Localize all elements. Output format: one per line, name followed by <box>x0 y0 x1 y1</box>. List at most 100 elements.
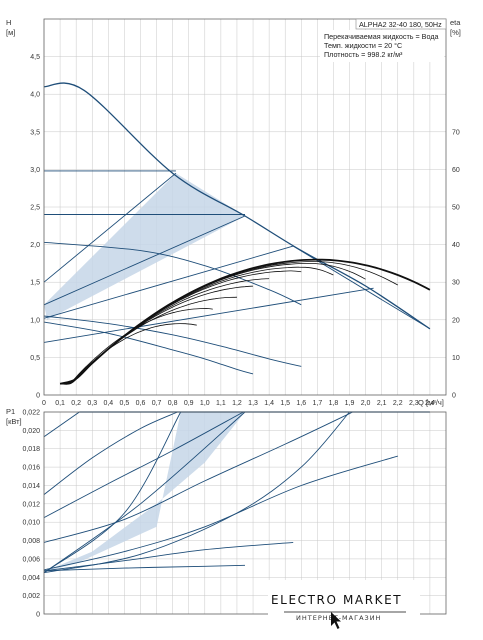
head-curve <box>43 287 374 343</box>
flow-x-tick-label: 2,4 <box>425 400 435 407</box>
power-curve <box>43 541 294 572</box>
flow-x-tick-label: 0,3 <box>87 400 97 407</box>
flow-x-tick-label: 1,2 <box>232 400 242 407</box>
info-box: ALPHA2 32-40 180, 50Hz Перекачиваемая жи… <box>320 18 447 62</box>
flow-x-tick-label: 0,6 <box>136 400 146 407</box>
eta-y-tick-label: 20 <box>452 317 460 324</box>
power-curve <box>43 411 80 438</box>
power-y-tick-label: 0,012 <box>22 501 40 508</box>
eta-y-ticks: 0 10 20 30 40 50 60 70 <box>452 129 460 399</box>
eta-curve <box>60 323 197 385</box>
flow-x-tick-label: 2,3 <box>409 400 419 407</box>
head-grid <box>43 19 446 396</box>
head-shaded-region <box>44 173 245 320</box>
head-y-tick-label: 2,0 <box>30 242 40 249</box>
flow-x-tick-label: 0,2 <box>71 400 81 407</box>
head-y-tick-label: 4,5 <box>30 54 40 61</box>
eta-axis-unit: [%] <box>450 28 461 37</box>
flow-x-tick-label: 2,1 <box>377 400 387 407</box>
flow-x-tick-label: 1,8 <box>329 400 339 407</box>
head-curve <box>43 215 246 306</box>
power-operating-area <box>44 412 245 572</box>
eta-curve <box>60 308 213 385</box>
cursor-icon <box>331 612 341 629</box>
head-y-tick-label: 2,5 <box>30 205 40 212</box>
power-y-tick-label: 0,004 <box>22 575 40 582</box>
head-chart: 0 0,5 1,0 1,5 2,0 2,5 3,0 3,5 4,0 4,5 0 10 20 30 40 50… <box>6 18 461 407</box>
power-shaded-region <box>44 412 245 572</box>
head-y-tick-label: 0,5 <box>30 355 40 362</box>
head-axis-label: H <box>6 18 11 27</box>
power-y-ticks: 0 0,002 0,004 0,006 0,008 0,010 0,012 0,014 0,01… <box>22 410 40 619</box>
power-plot-frame <box>43 411 447 615</box>
head-operating-area <box>44 173 245 320</box>
power-y-tick-label: 0,006 <box>22 556 40 563</box>
flow-x-tick-label: 0,8 <box>168 400 178 407</box>
power-y-tick-label: 0,014 <box>22 483 40 490</box>
head-y-ticks: 0 0,5 1,0 1,5 2,0 2,5 3,0 3,5 4,0 4,5 <box>30 54 40 399</box>
head-curve <box>43 241 302 306</box>
flow-x-tick-label: 1,0 <box>200 400 210 407</box>
flow-x-tick-label: 0,4 <box>103 400 113 407</box>
flow-x-tick-label: 2,2 <box>393 400 403 407</box>
head-curve <box>43 321 254 375</box>
flow-x-ticks: 0 0,1 0,2 0,3 0,4 0,5 0,6 0,7 0,8 0,9 1,0 1,1 1,2 1,3… <box>42 400 435 407</box>
eta-y-tick-label: 10 <box>452 355 460 362</box>
power-curve <box>43 411 182 574</box>
power-y-tick-label: 0,008 <box>22 538 40 545</box>
eta-y-tick-label: 30 <box>452 280 460 287</box>
eta-curve <box>60 296 238 385</box>
flow-x-tick-label: 2,0 <box>361 400 371 407</box>
efficiency-curves <box>59 258 431 385</box>
power-axis-unit: [кВт] <box>6 417 22 426</box>
flow-axis-label: Q <box>418 398 424 407</box>
head-y-tick-label: 3,0 <box>30 167 40 174</box>
power-curve <box>43 564 246 572</box>
flow-x-tick-label: 1,5 <box>280 400 290 407</box>
eta-y-tick-label: 50 <box>452 205 460 212</box>
eta-y-tick-label: 60 <box>452 167 460 174</box>
head-y-tick-label: 0 <box>36 393 40 400</box>
power-y-tick-label: 0,016 <box>22 465 40 472</box>
eta-y-tick-label: 0 <box>452 393 456 400</box>
flow-x-tick-label: 0,9 <box>184 400 194 407</box>
head-plot-frame <box>43 18 447 396</box>
power-axis-label: P1 <box>6 407 15 416</box>
flow-x-tick-label: 1,9 <box>345 400 355 407</box>
head-axis-unit: [м] <box>6 28 15 37</box>
power-curve <box>43 411 246 574</box>
head-y-tick-label: 3,5 <box>30 129 40 136</box>
head-y-tick-label: 4,0 <box>30 92 40 99</box>
flow-axis-unit: [м³/ч] <box>426 398 444 407</box>
power-curve <box>43 411 353 543</box>
head-curve <box>43 245 294 319</box>
fluid-note: Перекачиваемая жидкость = Вода <box>324 32 439 41</box>
chart-title: ALPHA2 32-40 180, 50Hz <box>359 20 442 29</box>
power-curve <box>43 411 244 518</box>
flow-x-tick-label: 1,1 <box>216 400 226 407</box>
flow-x-tick-label: 0,1 <box>55 400 65 407</box>
logo-subtitle: ИНТЕРНЕТ-МАГАЗИН <box>296 614 381 622</box>
head-curve <box>43 315 302 367</box>
flow-x-tick-label: 1,6 <box>296 400 306 407</box>
flow-x-tick-label: 1,7 <box>312 400 322 407</box>
flow-x-tick-label: 0 <box>42 400 46 407</box>
eta-y-tick-label: 40 <box>452 242 460 249</box>
flow-x-tick-label: 1,4 <box>264 400 274 407</box>
power-y-tick-label: 0,018 <box>22 446 40 453</box>
flow-x-tick-label: 0,5 <box>120 400 130 407</box>
power-y-tick-label: 0 <box>36 612 40 619</box>
power-y-tick-label: 0,010 <box>22 520 40 527</box>
head-curve <box>43 172 177 283</box>
power-curve <box>43 411 178 495</box>
power-y-tick-label: 0,020 <box>22 428 40 435</box>
logo-title: ELECTRO MARKET <box>271 593 402 607</box>
power-curve <box>43 455 398 571</box>
flow-x-tick-label: 0,7 <box>152 400 162 407</box>
power-y-tick-label: 0,002 <box>22 593 40 600</box>
head-curves <box>43 82 431 375</box>
head-y-tick-label: 1,0 <box>30 317 40 324</box>
flow-x-tick-label: 1,3 <box>248 400 258 407</box>
head-y-tick-label: 1,5 <box>30 280 40 287</box>
